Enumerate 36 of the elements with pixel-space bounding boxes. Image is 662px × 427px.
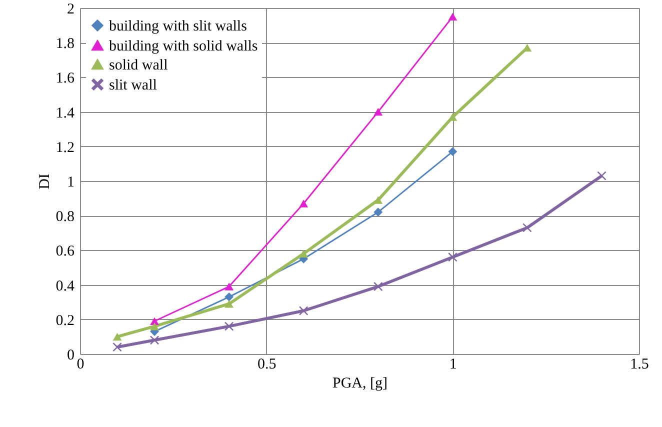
y-tick-label: 1.4 [56, 105, 75, 122]
point [448, 12, 458, 21]
y-tick-label: 1.8 [56, 36, 74, 52]
point [224, 282, 234, 290]
legend-label: building with slit walls [109, 18, 248, 34]
point [448, 147, 458, 156]
y-axis-title: DI [36, 174, 53, 190]
point [299, 200, 308, 208]
point [374, 108, 383, 116]
point [448, 113, 458, 121]
x-tick-label: 1 [449, 356, 457, 372]
y-tick-label: 0.6 [56, 244, 75, 260]
x-axis-title: PGA, [g] [332, 376, 388, 392]
point [224, 300, 234, 308]
x-tick-label: 0.5 [257, 356, 276, 372]
point [224, 292, 234, 302]
legend-label: solid wall [109, 58, 168, 74]
y-tick-label: 1.6 [56, 70, 75, 87]
point [112, 332, 122, 341]
point [299, 306, 308, 316]
point [150, 336, 160, 345]
y-tick-label: 1.2 [56, 140, 74, 156]
point [374, 208, 383, 217]
y-tick-label: 0.4 [56, 278, 75, 294]
y-tick-label: 0.8 [56, 209, 74, 226]
y-tick-label: 2 [67, 2, 74, 18]
point [150, 322, 160, 330]
point [224, 322, 234, 331]
y-tick-label: 0.2 [56, 312, 74, 329]
point [448, 252, 458, 262]
y-tick-label: 1 [67, 174, 74, 190]
x-tick-label: 1.5 [630, 356, 649, 372]
legend-label: slit wall [109, 78, 157, 94]
point [374, 282, 383, 291]
point [112, 342, 122, 352]
legend-label: building with solid walls [109, 38, 258, 54]
